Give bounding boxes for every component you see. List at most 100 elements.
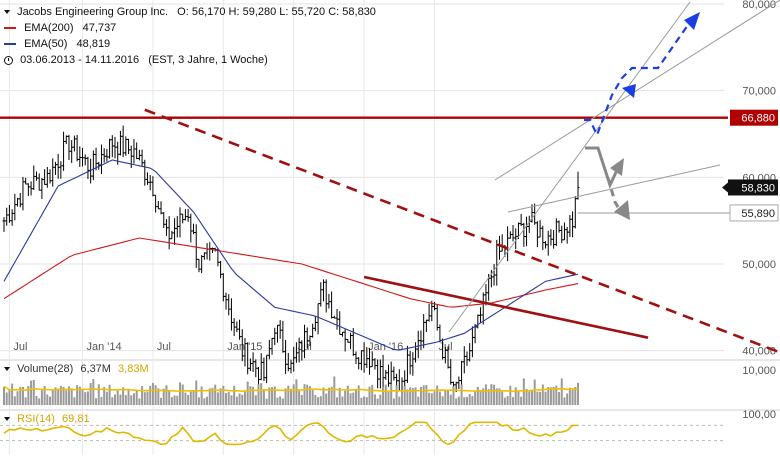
channel-lower-line xyxy=(448,1,691,333)
volume-bar xyxy=(67,386,70,405)
volume-bar xyxy=(463,397,466,405)
volume-bar xyxy=(306,384,309,405)
volume-bar xyxy=(398,396,401,405)
volume-bar xyxy=(476,386,479,405)
chevron-down-icon[interactable] xyxy=(4,417,10,422)
volume-bar xyxy=(330,386,333,405)
volume-bar xyxy=(392,398,395,405)
volume-bar xyxy=(233,385,236,405)
volume-bar xyxy=(536,391,539,405)
volume-bar xyxy=(76,385,79,405)
volume-bar xyxy=(92,379,95,405)
volume-bar xyxy=(311,389,314,405)
volume-bar xyxy=(184,392,187,405)
volume-bar xyxy=(176,395,179,405)
volume-bar xyxy=(11,383,14,405)
volume-bar xyxy=(484,384,487,405)
volume-bar xyxy=(436,385,439,405)
volume-bar xyxy=(13,396,16,405)
volume-bar xyxy=(216,392,219,405)
resistance-tag xyxy=(730,109,778,126)
volume-bar xyxy=(425,384,428,405)
volume-bar xyxy=(317,397,320,405)
chevron-down-icon[interactable] xyxy=(4,10,10,15)
support-trendline xyxy=(363,275,649,339)
volume-bar xyxy=(225,393,228,405)
volume-bar xyxy=(16,391,19,405)
volume-bar xyxy=(360,397,363,405)
volume-bar xyxy=(35,395,38,405)
volume-bar xyxy=(295,379,298,405)
volume-average-line xyxy=(3,385,579,393)
volume-bar xyxy=(24,397,27,405)
volume-bar xyxy=(547,387,550,405)
volume-bar xyxy=(130,395,133,405)
volume-bar xyxy=(498,388,501,405)
volume-bar xyxy=(349,393,352,405)
volume-bar xyxy=(19,386,22,405)
volume-bar xyxy=(373,394,376,405)
volume-bar xyxy=(281,398,284,405)
volume-axis-label: 10,000 xyxy=(742,365,776,377)
volume-bar xyxy=(449,394,452,405)
volume-bar xyxy=(59,386,62,405)
volume-bar xyxy=(457,396,460,405)
volume-value1: 6,37M xyxy=(80,363,111,375)
volume-bar xyxy=(273,386,276,405)
volume-bar xyxy=(336,397,339,405)
chevron-down-icon[interactable] xyxy=(4,367,10,372)
volume-bar xyxy=(65,390,68,405)
volume-bar xyxy=(38,398,41,405)
volume-bar xyxy=(8,390,11,405)
volume-bar xyxy=(414,387,417,405)
volume-bar xyxy=(187,395,190,405)
volume-bar xyxy=(105,391,108,405)
volume-bar xyxy=(197,397,200,405)
volume-bar xyxy=(73,397,76,405)
volume-bar xyxy=(541,384,544,405)
bearish-projection-path xyxy=(585,146,620,190)
volume-bar xyxy=(539,391,542,405)
volume-bar xyxy=(86,391,89,405)
volume-bar xyxy=(260,383,263,405)
volume-bar xyxy=(544,391,547,405)
volume-bar xyxy=(563,397,566,405)
legend-title: Jacobs Engineering Group Inc. xyxy=(17,6,169,18)
volume-bar xyxy=(352,392,355,405)
volume-bar xyxy=(465,396,468,405)
volume-bar xyxy=(138,398,141,405)
ema50-swatch xyxy=(4,43,16,46)
volume-bar xyxy=(401,391,404,405)
volume-bar xyxy=(30,380,33,405)
volume-bar xyxy=(206,396,209,405)
volume-bar xyxy=(43,386,46,405)
last-price-tag-pointer xyxy=(722,182,728,193)
volume-bar xyxy=(300,394,303,405)
volume-bar xyxy=(265,398,268,405)
legend-title-row: Jacobs Engineering Group Inc. O: 56,170 … xyxy=(4,4,376,20)
bearish-arrowhead xyxy=(610,158,624,176)
volume-bar xyxy=(151,382,154,405)
volume-bar xyxy=(333,376,336,405)
volume-bar xyxy=(146,391,149,405)
x-tick-label: Jul xyxy=(13,341,27,353)
volume-bar xyxy=(173,395,176,405)
volume-bar xyxy=(503,397,506,405)
volume-bar xyxy=(127,388,130,405)
volume-bar xyxy=(346,385,349,405)
close-level-tag xyxy=(729,204,779,222)
volume-bar xyxy=(560,378,563,405)
volume-bar xyxy=(406,389,409,405)
volume-bar xyxy=(103,387,106,405)
volume-bar xyxy=(530,390,533,405)
volume-bar xyxy=(135,389,138,405)
volume-bar xyxy=(387,391,390,405)
volume-bar xyxy=(520,396,523,405)
volume-bar xyxy=(577,382,579,405)
volume-bar xyxy=(195,380,198,405)
volume-bar xyxy=(376,398,379,405)
volume-bar xyxy=(357,385,360,405)
legend-ema200-value: 47,737 xyxy=(82,22,117,34)
volume-bar xyxy=(549,387,552,405)
volume-bar xyxy=(322,387,325,405)
